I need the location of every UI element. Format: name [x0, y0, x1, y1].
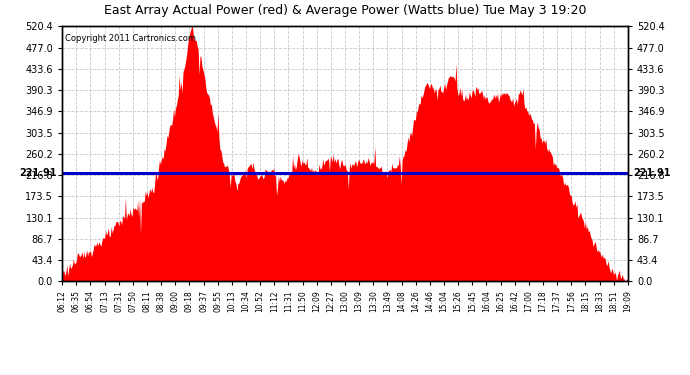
Text: 221.91: 221.91 [633, 168, 671, 177]
Text: 221.91: 221.91 [19, 168, 57, 177]
Text: Copyright 2011 Cartronics.com: Copyright 2011 Cartronics.com [65, 34, 196, 43]
Text: East Array Actual Power (red) & Average Power (Watts blue) Tue May 3 19:20: East Array Actual Power (red) & Average … [104, 4, 586, 17]
